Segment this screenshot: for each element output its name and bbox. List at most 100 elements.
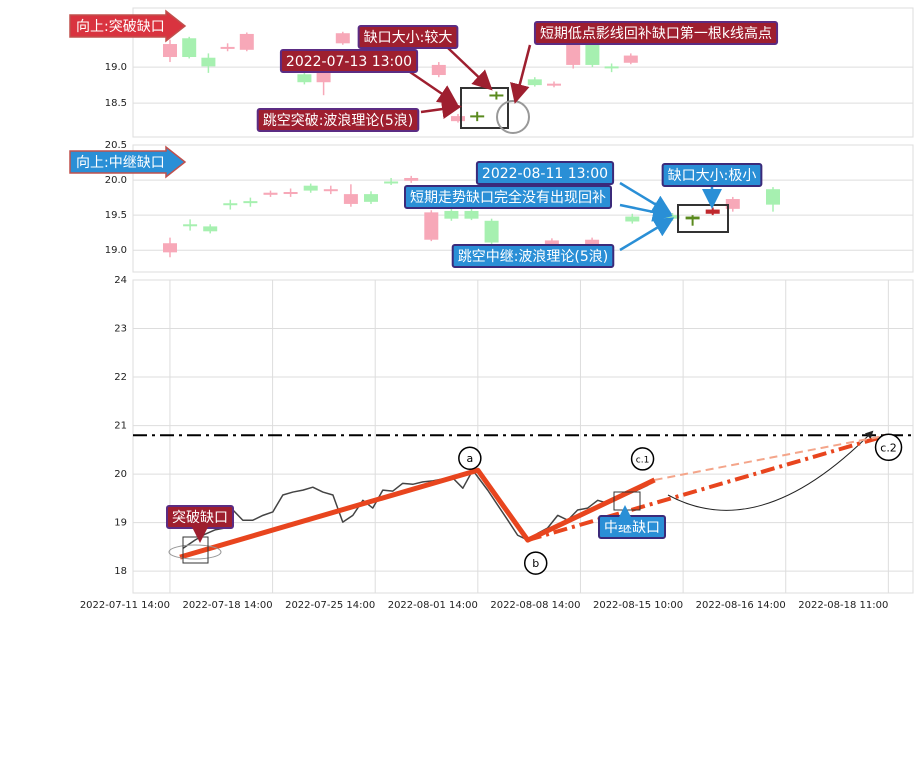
candle-body: [431, 64, 446, 76]
x-tick-label: 2022-08-16 14:00: [696, 600, 786, 611]
series-line: [654, 434, 888, 481]
wave-label-circle: [874, 433, 903, 462]
annotation: 中继缺口: [604, 520, 660, 536]
candle-body: [685, 216, 700, 220]
y-tick-label: 22: [114, 372, 127, 383]
y-tick-label: 19.0: [105, 62, 127, 73]
annotation: 跳空突破:波浪理论(5浪): [263, 113, 414, 129]
series-line: [527, 433, 889, 543]
wave-label: c.2: [880, 441, 897, 454]
panel-frame: [132, 279, 914, 594]
candle-body: [335, 33, 350, 44]
y-tick-label: 19.5: [105, 210, 127, 221]
x-tick-label: 2022-07-18 14:00: [182, 600, 272, 611]
y-tick-label: 23: [114, 324, 127, 335]
y-tick-label: 18.5: [105, 98, 127, 109]
y-tick-label: 19: [114, 518, 127, 529]
candle-body: [384, 181, 399, 184]
annotation-arrow: [619, 217, 675, 252]
panel-flag: [69, 145, 187, 179]
panel-title: 向上:突破缺口: [76, 19, 165, 35]
y-tick-label: 24: [114, 275, 127, 286]
x-tick-label: 2022-08-15 10:00: [593, 600, 683, 611]
candle-body: [451, 116, 465, 122]
candle-body: [163, 44, 177, 58]
candle-body: [201, 57, 216, 67]
candle-body: [464, 210, 479, 219]
annotation: 2022-07-13 13:00: [286, 54, 412, 70]
candle-body: [404, 177, 419, 181]
candle-body: [484, 220, 499, 243]
candle-body: [223, 203, 238, 206]
x-tick-label: 2022-08-08 14:00: [490, 600, 580, 611]
candle-body: [297, 74, 312, 83]
candle-body: [566, 39, 581, 65]
annotation-box: [451, 244, 615, 268]
annotation: 跳空中继:波浪理论(5浪): [458, 249, 609, 265]
annotation-box: [533, 21, 779, 45]
annotation-box: [279, 49, 419, 73]
annotation-arrow: [409, 70, 459, 105]
candle-body: [623, 55, 638, 63]
wave-label: b: [532, 557, 539, 570]
y-tick-label: 20: [114, 469, 127, 480]
series-line: [179, 467, 656, 560]
x-tick-label: 2022-07-11 14:00: [80, 600, 170, 611]
annotation-box: [357, 25, 459, 49]
candle-body: [220, 46, 235, 49]
wave-label: a: [466, 452, 473, 465]
candle-body: [444, 210, 459, 219]
y-tick-label: 21: [114, 421, 127, 432]
wave-label-circle: [458, 446, 482, 470]
annotation-box: [661, 163, 763, 187]
candle-body: [585, 239, 600, 247]
annotation-box: [404, 185, 612, 209]
annotation-box: [256, 108, 420, 132]
annotation-arrow: [510, 44, 532, 104]
candle-body: [182, 38, 197, 58]
candle-body: [544, 240, 559, 246]
candle-body: [203, 226, 218, 232]
y-tick-label: 19.0: [105, 245, 127, 256]
candle-body: [243, 201, 258, 204]
candle-body: [424, 212, 439, 240]
wave-label-circle: [630, 447, 655, 471]
hint-arrow: [667, 430, 874, 511]
candle-body: [263, 192, 278, 195]
gap-ellipse: [168, 544, 222, 560]
candle-body: [705, 209, 720, 214]
annotation-arrow: [447, 47, 493, 91]
candle-body: [604, 66, 619, 69]
panel-title: 向上:中继缺口: [76, 155, 165, 171]
wave-label-circle: [523, 551, 548, 575]
candle-body: [725, 199, 740, 209]
candle-body: [470, 115, 485, 118]
candle-body: [323, 189, 338, 192]
y-tick-label: 18: [114, 566, 127, 577]
candle-body: [364, 194, 378, 202]
annotation-arrow: [619, 202, 673, 222]
panel-flag: [69, 9, 187, 43]
annotation: 突破缺口: [172, 510, 228, 526]
candle-body: [283, 192, 298, 195]
candle-body: [489, 94, 504, 97]
candle-body: [547, 83, 561, 86]
wave-label: c.1: [636, 455, 650, 465]
candle-body: [303, 185, 318, 191]
annotation-box: [475, 161, 615, 185]
candle-body: [343, 194, 358, 204]
candle-body: [163, 243, 177, 253]
candle-body: [585, 44, 600, 65]
annotation: 缺口大小:较大: [364, 30, 453, 46]
x-tick-label: 2022-08-18 11:00: [798, 600, 888, 611]
series-line: [182, 469, 656, 549]
x-tick-label: 2022-08-01 14:00: [388, 600, 478, 611]
candle-body: [239, 33, 254, 50]
annotation: 缺口大小:极小: [668, 168, 757, 184]
y-tick-label: 20.5: [105, 140, 127, 151]
candle-body: [766, 189, 780, 205]
annotation: 短期走势缺口完全没有出现回补: [410, 189, 606, 206]
candle-body: [527, 79, 542, 86]
annotation-arrow: [420, 99, 462, 119]
